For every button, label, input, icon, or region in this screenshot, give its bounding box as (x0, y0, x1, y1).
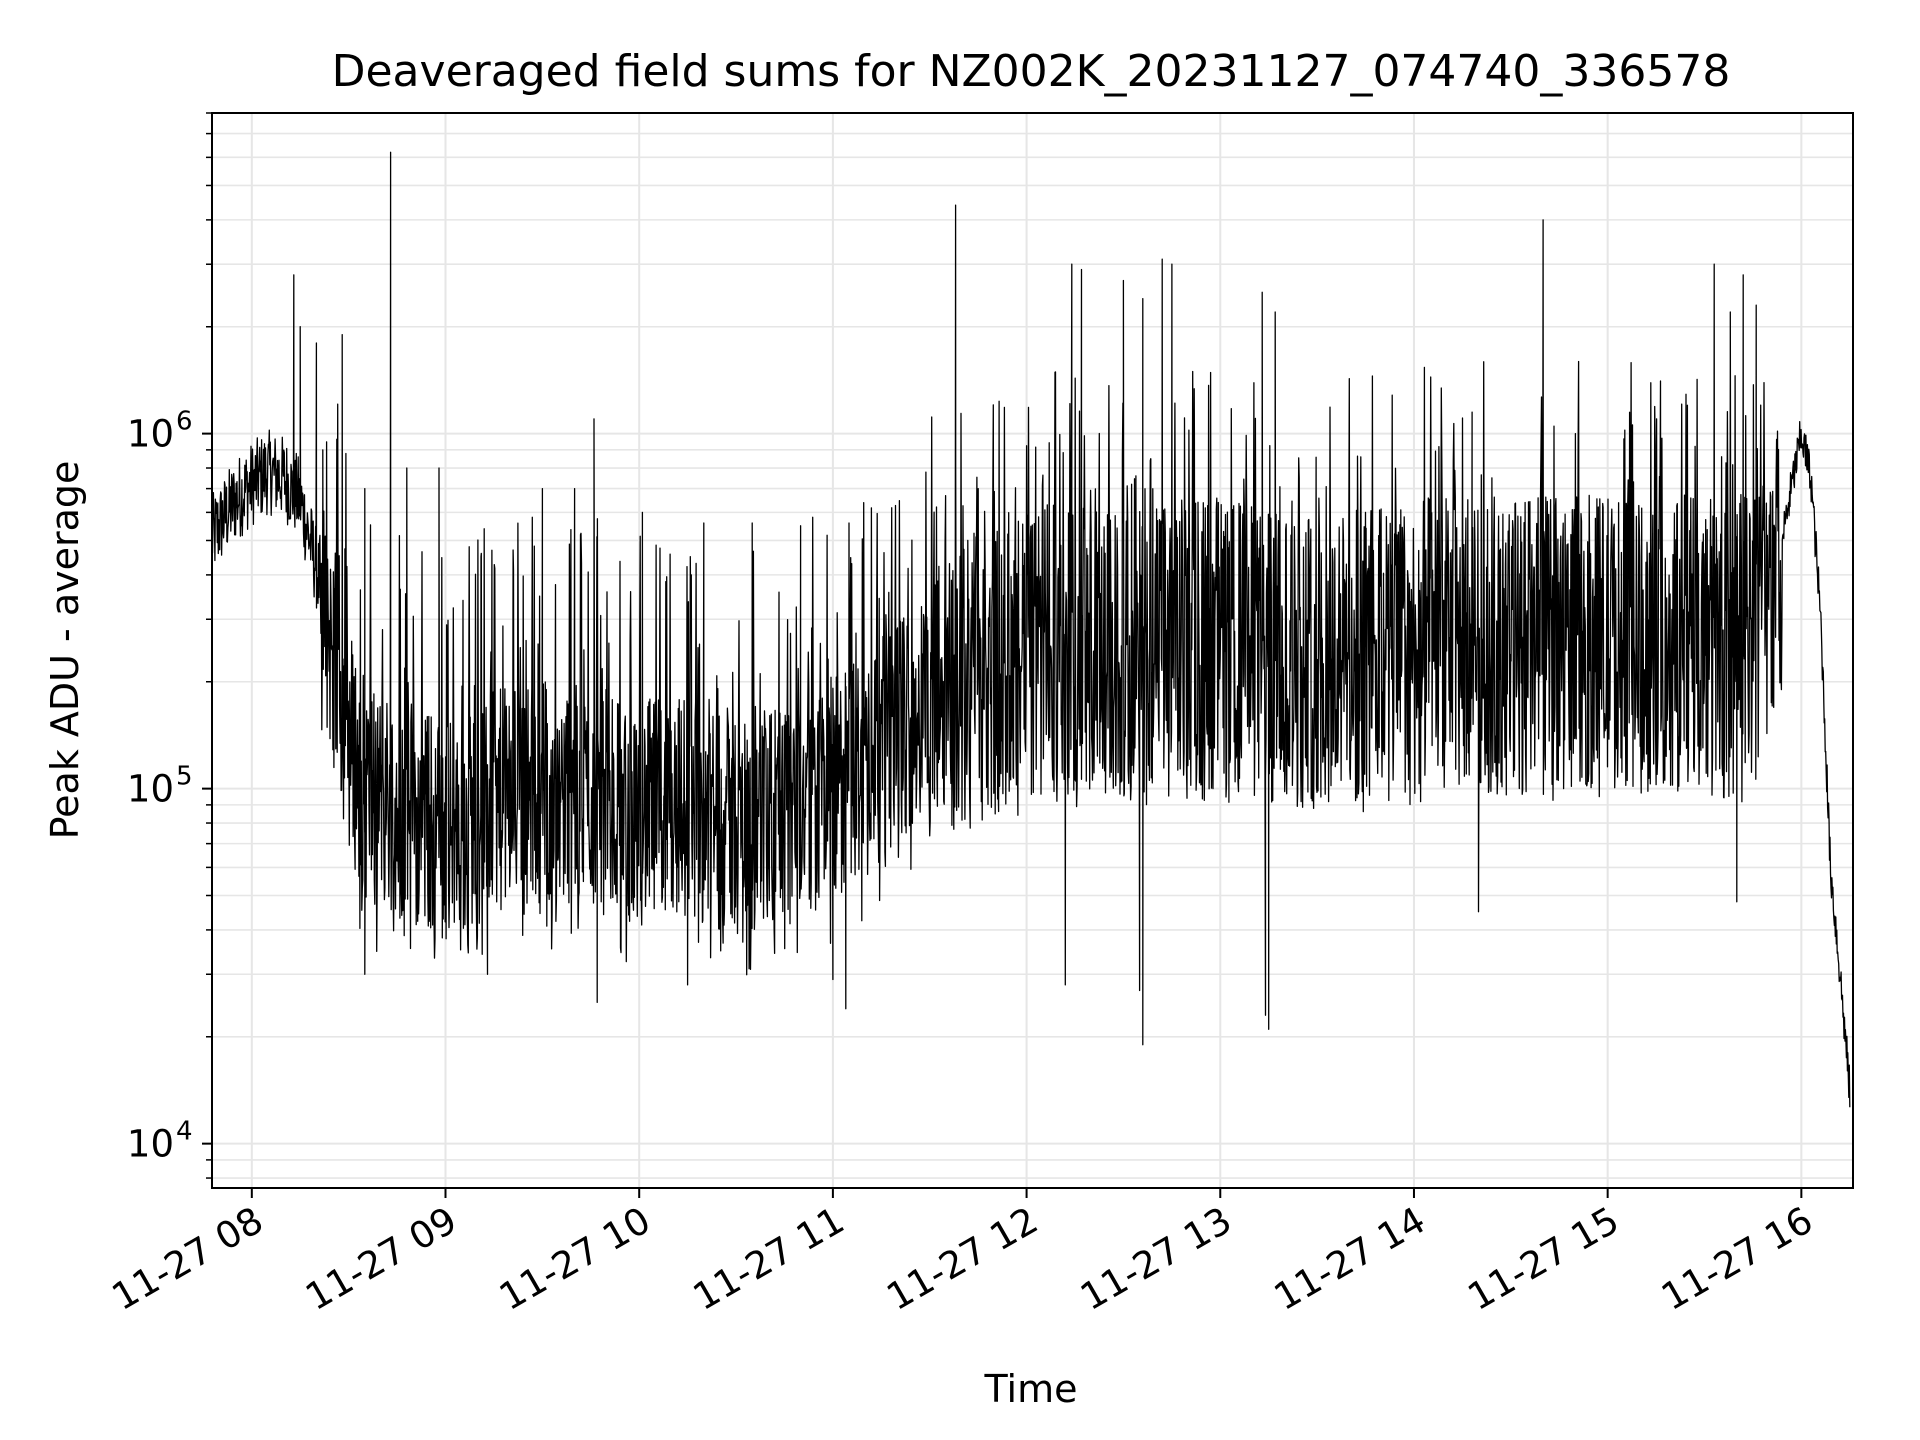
plot-frame (211, 112, 1854, 1189)
y-tick-label: 10 (127, 768, 174, 811)
x-axis-label: Time (984, 1367, 1078, 1411)
y-tick-base: 10 (127, 768, 174, 811)
x-tick-label: 11-27 14 (1267, 1199, 1433, 1319)
series-lines (212, 151, 1851, 1108)
series-line (212, 151, 1851, 1108)
y-axis-label: Peak ADU - average (43, 461, 87, 840)
x-axis-ticks: 11-27 08 11-27 09 11-27 10 11-27 11 11-27 12… (105, 1188, 1820, 1319)
y-tick-base: 10 (127, 413, 174, 456)
x-tick-label: 11-27 15 (1461, 1199, 1627, 1319)
x-tick-label: 11-27 08 (105, 1199, 271, 1319)
y-tick-base: 10 (127, 1123, 174, 1166)
x-tick-label: 11-27 13 (1073, 1199, 1239, 1319)
x-tick-label: 11-27 09 (298, 1199, 464, 1319)
y-tick-label: 10 (127, 1123, 174, 1166)
chart-title: Deaveraged field sums for NZ002K_2023112… (332, 46, 1731, 97)
y-tick-exponent: 4 (176, 1117, 193, 1147)
y-tick-exponent: 5 (176, 762, 193, 792)
y-tick-label: 10 (127, 413, 174, 456)
x-tick-label: 11-27 10 (492, 1199, 658, 1319)
x-tick-label: 11-27 11 (686, 1199, 852, 1319)
x-tick-label: 11-27 16 (1654, 1199, 1820, 1319)
y-tick-exponent: 6 (176, 407, 193, 437)
x-tick-label: 11-27 12 (880, 1199, 1046, 1319)
